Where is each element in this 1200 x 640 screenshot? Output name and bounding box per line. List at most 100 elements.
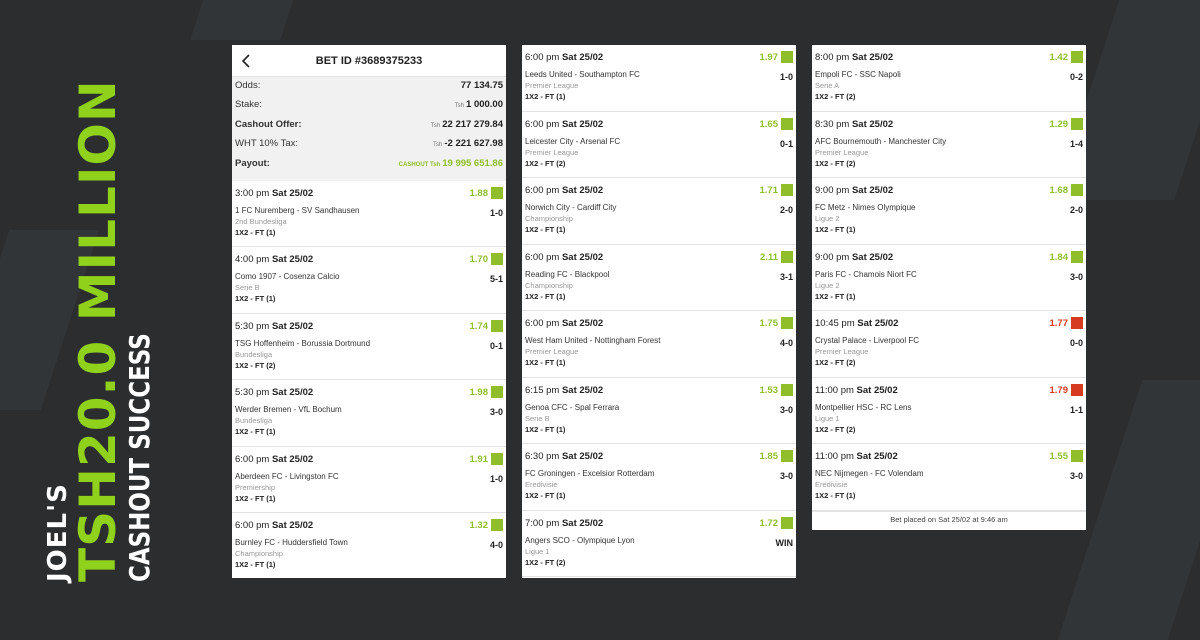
match-date: Sat 25/02: [271, 320, 314, 332]
match-market: 1X2 - FT (2): [815, 424, 856, 434]
match-row[interactable]: 9:00 pm Sat 25/02 1.68 FC Metz - Nimes Oly…: [812, 178, 1086, 245]
match-odds: 2.11: [760, 251, 778, 263]
match-date: Sat 25/02: [851, 251, 894, 263]
match-date: Sat 25/02: [561, 52, 604, 63]
kickoff-time: 3:00 pm: [235, 187, 270, 199]
chevron-left-icon[interactable]: [240, 53, 254, 69]
cashout-label: Cashout Offer:: [235, 118, 302, 130]
match-row[interactable]: 5:30 pm Sat 25/02 1.74 TSG Hoffenheim - Bo…: [232, 314, 506, 381]
match-league: Championship: [525, 214, 573, 223]
match-odds: 1.75: [759, 318, 779, 329]
match-row[interactable]: 6:00 pm Sat 25/02 1.91 Aberdeen FC - Livin…: [232, 447, 506, 514]
match-score: 0-2: [1069, 72, 1083, 82]
payout-value: 19 995 651.86: [442, 157, 503, 169]
match-row[interactable]: 6:15 pm Sat 25/02 1.53 Genoa CFC - Spal Fe…: [522, 378, 796, 444]
match-time: 4:00 pm Sat 25/02: [235, 253, 503, 267]
match-league: Championship: [235, 549, 283, 559]
kickoff-time: 9:00 pm: [815, 251, 850, 263]
match-time: 11:00 pm Sat 25/02: [815, 450, 1083, 464]
won-status-indicator: [491, 253, 503, 266]
match-league: Bundesliga: [235, 416, 273, 426]
match-score: 3-0: [1069, 471, 1083, 481]
match-teams: Leeds United - Southampton FC: [525, 70, 640, 79]
summary-stake-row: Stake: Tsh 1 000.00: [235, 99, 503, 118]
kickoff-time: 4:00 pm: [235, 254, 270, 266]
match-score: WIN: [775, 537, 794, 548]
match-score: 1-1: [1069, 404, 1083, 415]
match-time: 6:00 pm Sat 25/02: [525, 118, 793, 132]
bet-summary: Odds: 77 134.75 Stake: Tsh 1 000.00 Casho…: [232, 77, 506, 181]
match-score: 2-0: [1069, 205, 1083, 215]
match-odds: 1.88: [469, 187, 489, 199]
match-row[interactable]: 8:30 pm Sat 25/02 1.29 AFC Bournemouth - M…: [812, 112, 1086, 178]
match-market: 1X2 - FT (1): [815, 225, 856, 234]
match-time: 6:00 pm Sat 25/02: [235, 453, 503, 467]
cashout-value: 22 217 279.84: [442, 118, 503, 130]
match-row[interactable]: 5:30 pm Sat 25/02 1.98 Werder Bremen - VfL…: [232, 380, 506, 447]
match-row[interactable]: 6:00 pm Sat 25/02 1.65 Leicester City - Ar…: [522, 112, 796, 178]
match-odds: 1.91: [469, 453, 489, 465]
match-odds: 1.85: [759, 451, 779, 462]
cashout-currency: Tsh: [430, 122, 441, 129]
match-teams: Paris FC - Chamois Niort FC: [815, 269, 917, 279]
headline-name: JOEL'S: [43, 483, 73, 582]
match-row[interactable]: 11:00 pm Sat 25/02 1.55 NEC Nijmegen - FC …: [812, 444, 1086, 511]
match-teams: West Ham United - Nottingham Forest: [525, 336, 661, 345]
won-status-indicator: [491, 519, 503, 532]
won-status-indicator: [491, 452, 503, 465]
lost-status-indicator: [1071, 317, 1083, 329]
kickoff-time: 6:00 pm: [235, 453, 270, 465]
kickoff-time: 6:30 pm: [525, 451, 560, 462]
match-row[interactable]: 6:00 pm Sat 25/02 2.11 Reading FC - Blackp…: [522, 245, 796, 311]
match-time: 5:30 pm Sat 25/02: [235, 386, 503, 400]
match-row[interactable]: 9:00 pm Sat 25/02 1.84 Paris FC - Chamois …: [812, 245, 1086, 311]
match-odds: 1.55: [1049, 451, 1069, 462]
match-row[interactable]: 7:00 pm Sat 25/02 1.72 Angers SCO - Olympi…: [522, 511, 796, 577]
match-row[interactable]: 4:00 pm Sat 25/02 1.70 Como 1907 - Cosenza…: [232, 247, 506, 314]
match-odds: 1.71: [759, 185, 779, 196]
kickoff-time: 7:00 pm: [525, 517, 560, 529]
match-time: 8:00 pm Sat 25/02: [815, 51, 1083, 65]
match-row[interactable]: 6:00 pm Sat 25/02 1.97 Leeds United - Sout…: [522, 45, 796, 112]
match-score: 3-0: [779, 471, 793, 481]
bet-id-title: BET ID #3689375233: [315, 54, 423, 67]
match-date: Sat 25/02: [561, 118, 604, 130]
won-status-indicator: [781, 516, 793, 529]
match-row[interactable]: 3:00 pm Sat 25/02 1.88 1 FC Nuremberg - SV…: [232, 181, 506, 248]
match-score: 1-0: [489, 473, 503, 484]
kickoff-time: 6:00 pm: [235, 520, 270, 532]
kickoff-time: 6:00 pm: [525, 251, 560, 263]
match-score: 1-4: [1069, 138, 1083, 149]
match-time: 3:00 pm Sat 25/02: [235, 187, 503, 201]
match-score: 4-0: [489, 540, 503, 551]
lost-status-indicator: [1071, 383, 1083, 396]
match-list: 8:00 pm Sat 25/02 1.42 Empoli FC - SSC Nap…: [812, 45, 1086, 511]
match-market: 1X2 - FT (2): [815, 92, 856, 101]
match-date: Sat 25/02: [561, 517, 604, 529]
won-status-indicator: [781, 51, 793, 63]
kickoff-time: 9:00 pm: [815, 185, 850, 196]
match-teams: Crystal Palace - Liverpool FC: [815, 336, 920, 345]
match-row[interactable]: 6:30 pm Sat 25/02 1.85 FC Groningen - Exce…: [522, 444, 796, 511]
match-odds: 1.68: [1049, 185, 1069, 196]
kickoff-time: 10:45 pm: [815, 318, 855, 329]
match-row[interactable]: 10:45 pm Sat 25/02 1.77 Crystal Palace - L…: [812, 311, 1086, 378]
match-row[interactable]: 6:00 pm Sat 25/02 1.71 Norwich City - Card…: [522, 178, 796, 245]
match-row[interactable]: 11:00 pm Sat 25/02 1.79 Montpellier HSC - …: [812, 378, 1086, 444]
match-league: Premier League: [525, 347, 579, 356]
match-row[interactable]: 6:00 pm Sat 25/02 1.32 Burnley FC - Hudder…: [232, 513, 506, 580]
match-market: 1X2 - FT (1): [525, 358, 566, 367]
won-status-indicator: [491, 319, 503, 332]
match-market: 1X2 - FT (1): [815, 491, 856, 500]
match-date: Sat 25/02: [561, 451, 604, 462]
match-time: 8:30 pm Sat 25/02: [815, 118, 1083, 132]
odds-value: 77 134.75: [460, 80, 503, 91]
match-time: 6:15 pm Sat 25/02: [525, 384, 793, 398]
match-teams: Montpellier HSC - RC Lens: [815, 402, 912, 412]
won-status-indicator: [781, 317, 793, 329]
match-score: 1-0: [489, 207, 503, 218]
match-row[interactable]: 8:00 pm Sat 25/02 1.42 Empoli FC - SSC Nap…: [812, 45, 1086, 112]
match-date: Sat 25/02: [561, 185, 604, 196]
match-row[interactable]: 6:00 pm Sat 25/02 1.75 West Ham United - N…: [522, 311, 796, 378]
kickoff-time: 6:00 pm: [525, 185, 560, 196]
